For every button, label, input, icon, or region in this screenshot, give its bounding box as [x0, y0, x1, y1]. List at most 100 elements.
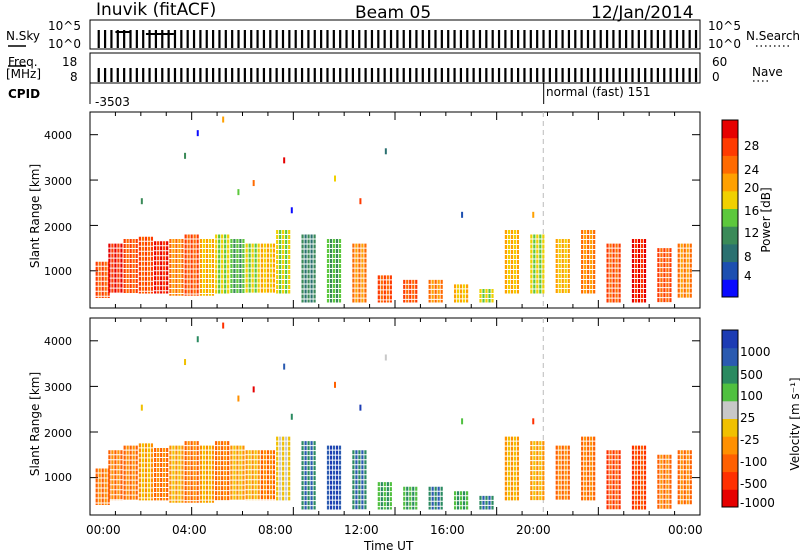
power-colorbar-swatch	[722, 208, 738, 227]
freq-bar	[536, 68, 539, 82]
nsky-bar	[459, 30, 463, 48]
date-title: 12/Jan/2014	[591, 3, 694, 23]
freq-bar	[377, 68, 380, 82]
freq-bar	[478, 68, 482, 82]
freq-bar	[231, 68, 234, 82]
nsky-bar	[218, 30, 221, 48]
nsky-bar	[288, 30, 291, 48]
nsky-bar	[243, 30, 246, 48]
vel-cb-tick-1000: 1000	[740, 345, 771, 359]
velocity-data-speck	[334, 381, 336, 388]
vel-cb-tick-m100: -100	[740, 455, 768, 469]
nave-tick-top: 60	[712, 55, 728, 69]
power-data-speck	[222, 116, 225, 123]
freq-bar	[256, 68, 259, 82]
power-data-speck	[252, 180, 255, 187]
freq-bar	[370, 68, 374, 82]
freq-bar	[123, 68, 126, 82]
freq-bar	[358, 68, 361, 82]
freq-bar	[631, 68, 634, 82]
freq-bar	[186, 68, 189, 82]
xtick-2400: 00:00	[668, 523, 703, 537]
beam-title: Beam 05	[355, 3, 432, 23]
power-data-speck	[184, 152, 187, 159]
velocity-colorbar-swatch	[722, 436, 738, 455]
velocity-data-speck	[384, 354, 387, 361]
freq-bar	[428, 68, 431, 82]
freq-bar	[212, 68, 215, 82]
nsky-bar	[281, 30, 285, 48]
nsky-bar	[447, 30, 450, 48]
nsky-bar	[688, 30, 691, 48]
nsky-bar	[440, 30, 443, 48]
nsky-bar	[466, 30, 469, 48]
nsky-bar	[237, 30, 240, 48]
nsky-bar	[389, 30, 393, 48]
nsky-bar	[212, 30, 215, 48]
station-title: Inuvik (fitACF)	[96, 0, 217, 20]
freq-bar	[269, 68, 272, 82]
nsky-bar	[669, 30, 672, 48]
nsky-bar	[129, 30, 132, 48]
nsky-bar	[402, 30, 405, 48]
velocity-data-speck	[222, 322, 225, 329]
nsky-bar	[618, 30, 621, 48]
nsky-bar	[148, 30, 151, 48]
freq-bar	[415, 68, 418, 82]
freq-bar	[586, 68, 590, 82]
nsky-bar	[256, 30, 259, 48]
nsky-bar	[326, 30, 329, 48]
freq-bar	[682, 68, 685, 82]
nsky-bar	[205, 30, 208, 48]
nsky-bar	[485, 30, 488, 48]
freq-bar	[142, 68, 145, 82]
power-cb-tick-16: 16	[744, 204, 760, 218]
power-data-speck	[237, 189, 240, 196]
nsky-bar	[593, 30, 596, 48]
freq-bar	[510, 68, 513, 82]
velocity-colorbar-swatch	[722, 418, 738, 437]
velocity-data-speck	[184, 359, 187, 366]
nsky-bar	[605, 30, 609, 48]
freq-bar	[574, 68, 577, 82]
nsky-bar	[408, 30, 412, 48]
nsky-bar	[370, 30, 374, 48]
freq-bar	[294, 68, 297, 82]
nsky-bar	[192, 30, 196, 48]
power-ytick-4000: 4000	[44, 129, 72, 142]
nsky-tick-top: 10^5	[48, 19, 81, 33]
nsky-bar	[472, 30, 475, 48]
nsearch-label: N.Search	[746, 29, 800, 43]
freq-bar	[250, 68, 253, 82]
nsky-bar	[612, 30, 615, 48]
power-data-speck	[334, 175, 336, 182]
vel-cb-tick-m1000: -1000	[740, 496, 775, 510]
velocity-data-speck	[196, 336, 199, 343]
nsky-bar	[631, 30, 634, 48]
nsky-bar	[231, 30, 234, 48]
freq-bar	[637, 68, 640, 82]
power-colorbar-swatch	[722, 155, 738, 174]
cpid-annotation-1: -3503	[95, 95, 130, 109]
power-data-speck	[283, 157, 286, 164]
freq-bar	[173, 68, 177, 82]
freq-bar	[618, 68, 621, 82]
freq-bar	[364, 68, 367, 82]
nave-tick-bottom: 0	[712, 70, 720, 84]
velocity-colorbar-swatch	[722, 365, 738, 384]
nsky-bar	[517, 30, 520, 48]
velocity-data-speck	[283, 363, 286, 370]
nsky-bar	[358, 30, 361, 48]
freq-bar	[161, 68, 164, 82]
velocity-colorbar-frame	[721, 329, 739, 508]
power-colorbar-swatch	[722, 173, 738, 192]
freq-bar	[97, 68, 100, 82]
nsky-bar	[351, 30, 354, 48]
freq-bar	[548, 68, 551, 82]
nsky-bar	[523, 30, 526, 48]
nsky-bar	[434, 30, 437, 48]
nsky-bar	[167, 30, 170, 48]
nsky-bar	[199, 30, 202, 48]
vel-cb-tick-500: 500	[740, 368, 763, 382]
nsky-bar	[637, 30, 640, 48]
